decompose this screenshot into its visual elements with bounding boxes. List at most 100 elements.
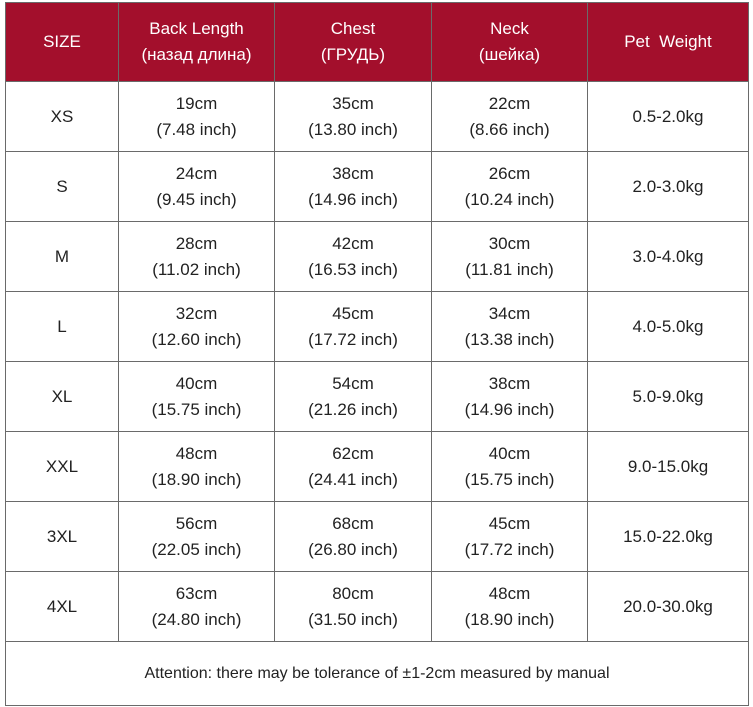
chest-cm: 68cm [332, 513, 374, 533]
chest-cell: 45cm (17.72 inch) [274, 291, 432, 362]
neck-inch: (17.72 inch) [464, 539, 555, 559]
weight-cell: 2.0-3.0kg [587, 151, 749, 222]
back-length-cm: 32cm [175, 303, 218, 323]
size-cell: XS [5, 81, 119, 152]
table-row: 4XL 63cm (24.80 inch) 80cm (31.50 inch) 48… [5, 571, 749, 642]
neck-cell: 22cm (8.66 inch) [431, 81, 588, 152]
neck-cm: 40cm [488, 443, 531, 463]
neck-inch: (8.66 inch) [469, 119, 550, 139]
attention-note: Attention: there may be tolerance of ±1-… [5, 641, 749, 706]
table-row: S 24cm (9.45 inch) 38cm (14.96 inch) 26cm (… [5, 151, 749, 222]
table-row: L 32cm (12.60 inch) 45cm (17.72 inch) 34cm… [5, 291, 749, 362]
weight-cell: 0.5-2.0kg [587, 81, 749, 152]
neck-cm: 26cm [488, 163, 531, 183]
header-pet-weight: Pet Weight [587, 2, 749, 82]
back-length-cell: 28cm (11.02 inch) [118, 221, 275, 292]
weight-cell: 20.0-30.0kg [587, 571, 749, 642]
header-chest-translation: (ГРУДЬ) [320, 45, 386, 64]
back-length-cell: 63cm (24.80 inch) [118, 571, 275, 642]
weight-cell: 4.0-5.0kg [587, 291, 749, 362]
footer-row: Attention: there may be tolerance of ±1-… [5, 641, 749, 706]
header-neck-label: Neck [490, 19, 529, 38]
size-chart-table: SIZE Back Length (назад длина) Chest (ГР… [5, 2, 749, 706]
table-row: M 28cm (11.02 inch) 42cm (16.53 inch) 30cm… [5, 221, 749, 292]
chest-cell: 62cm (24.41 inch) [274, 431, 432, 502]
chest-cell: 80cm (31.50 inch) [274, 571, 432, 642]
chest-inch: (14.96 inch) [308, 189, 398, 209]
table-row: XXL 48cm (18.90 inch) 62cm (24.41 inch) 40… [5, 431, 749, 502]
header-back-length-label: Back Length [149, 19, 244, 38]
chest-cell: 35cm (13.80 inch) [274, 81, 432, 152]
neck-cm: 22cm [488, 93, 531, 113]
neck-inch: (15.75 inch) [464, 469, 555, 489]
table-row: 3XL 56cm (22.05 inch) 68cm (26.80 inch) 45… [5, 501, 749, 572]
table-row: XL 40cm (15.75 inch) 54cm (21.26 inch) 38c… [5, 361, 749, 432]
table-row: XS 19cm (7.48 inch) 35cm (13.80 inch) 22cm… [5, 81, 749, 152]
back-length-cm: 28cm [175, 233, 218, 253]
header-chest: Chest (ГРУДЬ) [274, 2, 432, 82]
header-back-length: Back Length (назад длина) [118, 2, 275, 82]
chest-cell: 42cm (16.53 inch) [274, 221, 432, 292]
back-length-cell: 48cm (18.90 inch) [118, 431, 275, 502]
back-length-inch: (9.45 inch) [156, 189, 237, 209]
weight-cell: 9.0-15.0kg [587, 431, 749, 502]
back-length-cm: 56cm [175, 513, 218, 533]
neck-cell: 45cm (17.72 inch) [431, 501, 588, 572]
size-cell: M [5, 221, 119, 292]
chest-cell: 68cm (26.80 inch) [274, 501, 432, 572]
chest-inch: (13.80 inch) [308, 119, 398, 139]
back-length-cell: 32cm (12.60 inch) [118, 291, 275, 362]
header-chest-label: Chest [330, 19, 376, 38]
size-cell: L [5, 291, 119, 362]
header-back-length-translation: (назад длина) [141, 45, 252, 64]
size-cell: S [5, 151, 119, 222]
neck-inch: (13.38 inch) [464, 329, 555, 349]
back-length-cell: 56cm (22.05 inch) [118, 501, 275, 572]
neck-cell: 30cm (11.81 inch) [431, 221, 588, 292]
size-cell: 3XL [5, 501, 119, 572]
back-length-cm: 24cm [175, 163, 218, 183]
chest-cm: 54cm [332, 373, 374, 393]
neck-cell: 38cm (14.96 inch) [431, 361, 588, 432]
neck-cell: 26cm (10.24 inch) [431, 151, 588, 222]
weight-cell: 5.0-9.0kg [587, 361, 749, 432]
weight-cell: 15.0-22.0kg [587, 501, 749, 572]
chest-inch: (31.50 inch) [308, 609, 398, 629]
back-length-inch: (7.48 inch) [156, 119, 237, 139]
back-length-cell: 24cm (9.45 inch) [118, 151, 275, 222]
chest-inch: (24.41 inch) [308, 469, 398, 489]
back-length-cell: 40cm (15.75 inch) [118, 361, 275, 432]
back-length-inch: (11.02 inch) [152, 259, 241, 279]
header-neck: Neck (шейка) [431, 2, 588, 82]
back-length-inch: (24.80 inch) [151, 609, 242, 629]
chest-inch: (17.72 inch) [308, 329, 398, 349]
neck-cell: 40cm (15.75 inch) [431, 431, 588, 502]
back-length-cm: 19cm [175, 93, 218, 113]
chest-cm: 42cm [332, 233, 374, 253]
neck-inch: (18.90 inch) [464, 609, 555, 629]
table-header: SIZE Back Length (назад длина) Chest (ГР… [5, 2, 749, 82]
neck-cm: 34cm [488, 303, 531, 323]
neck-cell: 48cm (18.90 inch) [431, 571, 588, 642]
chest-cm: 80cm [332, 583, 374, 603]
table-footer: Attention: there may be tolerance of ±1-… [5, 641, 749, 706]
neck-inch: (10.24 inch) [464, 189, 555, 209]
neck-inch: (14.96 inch) [464, 399, 555, 419]
chest-cm: 35cm [332, 93, 374, 113]
back-length-cm: 48cm [175, 443, 218, 463]
header-size: SIZE [5, 2, 119, 82]
chest-cell: 38cm (14.96 inch) [274, 151, 432, 222]
back-length-inch: (12.60 inch) [151, 329, 242, 349]
neck-cm: 45cm [488, 513, 531, 533]
chest-cm: 38cm [332, 163, 374, 183]
size-cell: XXL [5, 431, 119, 502]
neck-cell: 34cm (13.38 inch) [431, 291, 588, 362]
chest-inch: (26.80 inch) [308, 539, 398, 559]
back-length-inch: (22.05 inch) [151, 539, 242, 559]
back-length-cell: 19cm (7.48 inch) [118, 81, 275, 152]
neck-inch: (11.81 inch) [465, 259, 554, 279]
neck-cm: 30cm [488, 233, 531, 253]
chest-inch: (21.26 inch) [308, 399, 398, 419]
back-length-cm: 40cm [175, 373, 218, 393]
neck-cm: 38cm [488, 373, 531, 393]
